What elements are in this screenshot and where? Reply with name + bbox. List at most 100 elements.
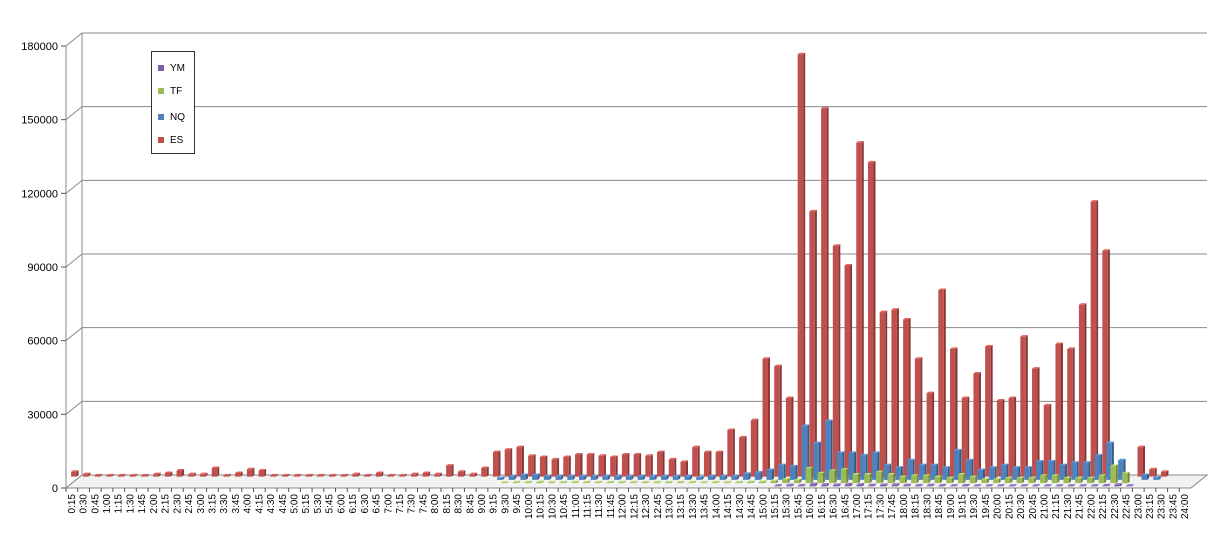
- bar-top: [821, 106, 829, 109]
- bar-front: [739, 437, 745, 477]
- bar-top: [164, 471, 173, 473]
- bar-front: [200, 474, 206, 477]
- bar-top: [559, 480, 568, 483]
- bar-tf: [512, 480, 521, 484]
- bar-side: [971, 458, 974, 480]
- bar-es: [575, 453, 583, 477]
- bar-front: [946, 478, 952, 484]
- bar-side: [1026, 484, 1029, 487]
- bar-side: [947, 466, 950, 480]
- bar-side: [791, 483, 794, 487]
- y-axis: 0 30000 60000 90000 120000 150000 180000: [21, 41, 66, 495]
- x-tick-label: 19:15: [957, 494, 968, 519]
- bar-top: [1055, 484, 1064, 486]
- bar-nq: [1153, 475, 1161, 480]
- bar-es: [774, 364, 782, 477]
- bar-front: [539, 456, 546, 477]
- bar-front: [1044, 485, 1050, 487]
- bar-es: [645, 454, 653, 477]
- bar-side: [943, 288, 946, 477]
- bar-top: [340, 473, 349, 476]
- bar-front: [1114, 484, 1120, 487]
- bar-front: [524, 482, 530, 484]
- bar-side: [549, 474, 552, 480]
- bar-ym: [774, 484, 783, 487]
- bar-front: [1063, 478, 1069, 484]
- bar-es: [750, 418, 759, 477]
- bar-front: [446, 465, 452, 477]
- bar-nq: [1000, 463, 1009, 480]
- bar-side: [565, 480, 568, 484]
- bar-top: [364, 473, 372, 476]
- bar-side: [717, 480, 720, 484]
- bar-top: [1102, 483, 1111, 486]
- bar-front: [805, 468, 812, 484]
- bar-front: [282, 475, 288, 477]
- bar-side: [709, 450, 712, 477]
- bar-top: [684, 474, 692, 477]
- x-tick-label: 11:15: [582, 494, 593, 519]
- bar-es: [82, 472, 91, 477]
- bar-side: [502, 476, 505, 480]
- bar-es: [891, 308, 899, 477]
- bar-front: [731, 476, 737, 480]
- bar-side: [514, 474, 517, 480]
- bar-front: [817, 473, 823, 484]
- bar-side: [732, 428, 735, 477]
- x-tick-label: 19:00: [946, 494, 957, 519]
- bar-top: [758, 480, 767, 482]
- bar-nq: [954, 448, 962, 480]
- x-tick-label: 17:15: [864, 494, 875, 519]
- bar-front: [844, 265, 851, 477]
- bar-front: [1004, 478, 1011, 484]
- bar-front: [782, 479, 788, 484]
- bar-top: [551, 457, 560, 460]
- bar-tf: [911, 474, 919, 484]
- bar-es: [692, 445, 700, 477]
- bar-top: [926, 391, 935, 394]
- x-tick-label: 21:15: [1051, 494, 1062, 519]
- bar-front: [594, 482, 601, 484]
- bar-nq: [965, 458, 974, 480]
- bar-front: [973, 485, 980, 487]
- bar-front: [235, 472, 241, 477]
- bar-front: [789, 466, 796, 480]
- bar-tf: [500, 481, 509, 484]
- bar-front: [895, 467, 901, 480]
- bar-es: [563, 455, 571, 477]
- bar-nq: [754, 471, 763, 480]
- bar-top: [969, 475, 978, 477]
- bar-front: [958, 474, 964, 484]
- bar-nq: [848, 451, 857, 480]
- bar-top: [981, 477, 989, 480]
- bar-side: [1143, 445, 1146, 477]
- bar-es: [340, 473, 349, 477]
- bar-top: [457, 470, 466, 472]
- bar-tf: [641, 480, 650, 484]
- bar-side: [322, 473, 325, 477]
- legend-label-ym: YM: [170, 62, 185, 74]
- bar-top: [153, 472, 161, 475]
- bar-top: [875, 470, 884, 473]
- bar-side: [1014, 396, 1017, 477]
- bar-front: [665, 482, 671, 484]
- bar-front: [1024, 467, 1030, 480]
- bar-top: [1141, 473, 1150, 475]
- bar-front: [571, 482, 577, 484]
- bar-side: [772, 468, 775, 480]
- bar-front: [809, 211, 815, 477]
- bar-front: [1122, 473, 1128, 484]
- bar-side: [580, 453, 583, 477]
- bar-side: [533, 454, 536, 477]
- bar-tf: [1122, 471, 1130, 484]
- bar-tf: [934, 475, 943, 484]
- bar-top: [688, 480, 696, 483]
- bar-top: [700, 481, 708, 483]
- bar-top: [903, 317, 911, 320]
- bar-side: [334, 473, 337, 477]
- bar-front: [938, 485, 945, 487]
- bar-top: [930, 463, 939, 466]
- bar-side: [873, 160, 876, 477]
- bar-es: [457, 470, 466, 477]
- bar-front: [153, 474, 159, 477]
